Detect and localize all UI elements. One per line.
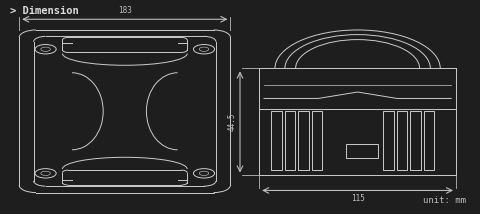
Bar [312, 111, 322, 170]
Text: 44.5: 44.5 [228, 113, 237, 131]
Text: > Dimension: > Dimension [10, 6, 78, 16]
Bar [298, 111, 309, 170]
Bar [423, 111, 434, 170]
Bar [410, 111, 420, 170]
Text: 115: 115 [351, 194, 364, 203]
Bar [396, 111, 407, 170]
Text: unit: mm: unit: mm [422, 196, 466, 205]
Bar [383, 111, 394, 170]
Bar [346, 144, 378, 158]
Bar [285, 111, 295, 170]
Bar [271, 111, 282, 170]
Text: 183: 183 [118, 6, 132, 15]
